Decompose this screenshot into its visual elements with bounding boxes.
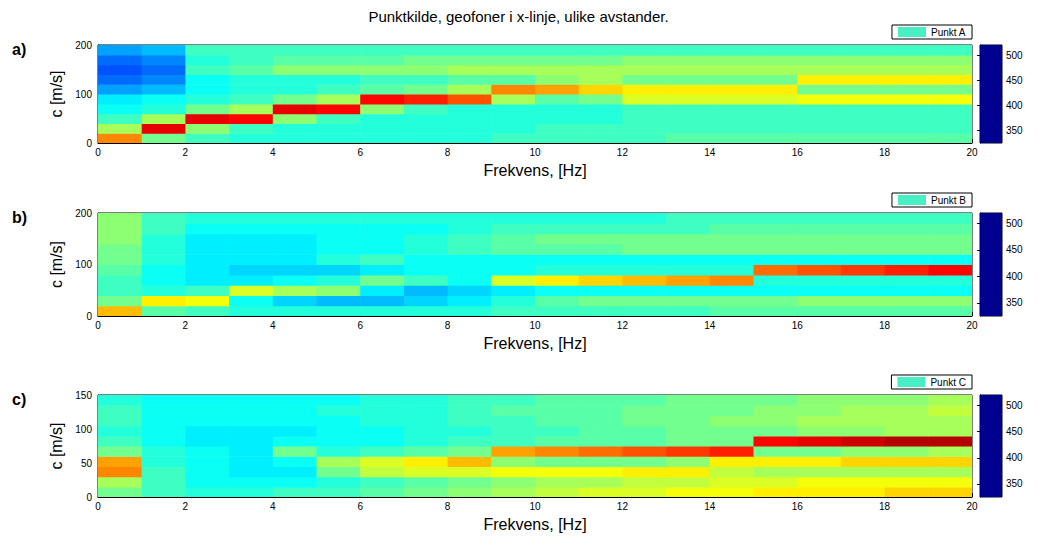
svg-text:8: 8 bbox=[445, 147, 451, 158]
svg-text:500: 500 bbox=[1006, 218, 1023, 229]
svg-text:10: 10 bbox=[529, 320, 541, 331]
svg-text:14: 14 bbox=[704, 147, 716, 158]
svg-text:0: 0 bbox=[95, 320, 101, 331]
svg-text:450: 450 bbox=[1006, 75, 1023, 86]
svg-text:18: 18 bbox=[879, 147, 891, 158]
svg-text:50: 50 bbox=[81, 458, 93, 469]
svg-text:0: 0 bbox=[86, 311, 92, 322]
svg-text:8: 8 bbox=[445, 501, 451, 512]
svg-text:10: 10 bbox=[529, 147, 541, 158]
svg-text:450: 450 bbox=[1006, 426, 1023, 437]
svg-text:200: 200 bbox=[75, 208, 92, 219]
svg-text:2: 2 bbox=[183, 501, 189, 512]
svg-text:150: 150 bbox=[75, 390, 92, 401]
svg-text:Frekvens, [Hz]: Frekvens, [Hz] bbox=[483, 516, 586, 533]
svg-text:100: 100 bbox=[75, 424, 92, 435]
svg-text:8: 8 bbox=[445, 320, 451, 331]
svg-text:18: 18 bbox=[879, 320, 891, 331]
svg-text:450: 450 bbox=[1006, 244, 1023, 255]
svg-text:20: 20 bbox=[966, 501, 978, 512]
svg-text:500: 500 bbox=[1006, 400, 1023, 411]
svg-text:4: 4 bbox=[270, 501, 276, 512]
svg-text:16: 16 bbox=[792, 147, 804, 158]
svg-text:10: 10 bbox=[529, 501, 541, 512]
svg-text:12: 12 bbox=[617, 320, 629, 331]
svg-text:20: 20 bbox=[966, 147, 978, 158]
svg-text:0: 0 bbox=[86, 492, 92, 503]
svg-text:2: 2 bbox=[183, 320, 189, 331]
svg-text:b): b) bbox=[12, 209, 27, 226]
svg-text:4: 4 bbox=[270, 320, 276, 331]
svg-text:400: 400 bbox=[1006, 452, 1023, 463]
svg-text:0: 0 bbox=[86, 138, 92, 149]
svg-text:12: 12 bbox=[617, 501, 629, 512]
svg-text:500: 500 bbox=[1006, 50, 1023, 61]
svg-text:350: 350 bbox=[1006, 297, 1023, 308]
svg-text:12: 12 bbox=[617, 147, 629, 158]
svg-text:16: 16 bbox=[792, 501, 804, 512]
svg-text:Punkt B: Punkt B bbox=[931, 195, 966, 206]
svg-text:20: 20 bbox=[966, 320, 978, 331]
svg-text:0: 0 bbox=[95, 501, 101, 512]
svg-text:6: 6 bbox=[357, 320, 363, 331]
svg-text:14: 14 bbox=[704, 501, 716, 512]
svg-text:350: 350 bbox=[1006, 125, 1023, 136]
svg-text:400: 400 bbox=[1006, 271, 1023, 282]
svg-text:Frekvens, [Hz]: Frekvens, [Hz] bbox=[483, 162, 586, 179]
svg-text:6: 6 bbox=[357, 147, 363, 158]
svg-text:c): c) bbox=[12, 391, 26, 408]
svg-text:a): a) bbox=[12, 41, 26, 58]
svg-text:c [m/s]: c [m/s] bbox=[48, 422, 65, 469]
svg-text:Punktkilde, geofoner i x-linje: Punktkilde, geofoner i x-linje, ulike av… bbox=[368, 8, 668, 25]
svg-text:400: 400 bbox=[1006, 100, 1023, 111]
svg-text:Punkt A: Punkt A bbox=[931, 27, 966, 38]
svg-text:Punkt C: Punkt C bbox=[930, 377, 966, 388]
svg-text:2: 2 bbox=[183, 147, 189, 158]
svg-text:16: 16 bbox=[792, 320, 804, 331]
svg-text:4: 4 bbox=[270, 147, 276, 158]
svg-text:14: 14 bbox=[704, 320, 716, 331]
svg-text:350: 350 bbox=[1006, 478, 1023, 489]
svg-text:100: 100 bbox=[75, 89, 92, 100]
svg-text:6: 6 bbox=[357, 501, 363, 512]
svg-text:100: 100 bbox=[75, 259, 92, 270]
svg-text:Frekvens, [Hz]: Frekvens, [Hz] bbox=[483, 335, 586, 352]
svg-text:0: 0 bbox=[95, 147, 101, 158]
svg-text:200: 200 bbox=[75, 40, 92, 51]
svg-text:c [m/s]: c [m/s] bbox=[48, 70, 65, 117]
svg-text:18: 18 bbox=[879, 501, 891, 512]
svg-text:c [m/s]: c [m/s] bbox=[48, 241, 65, 288]
